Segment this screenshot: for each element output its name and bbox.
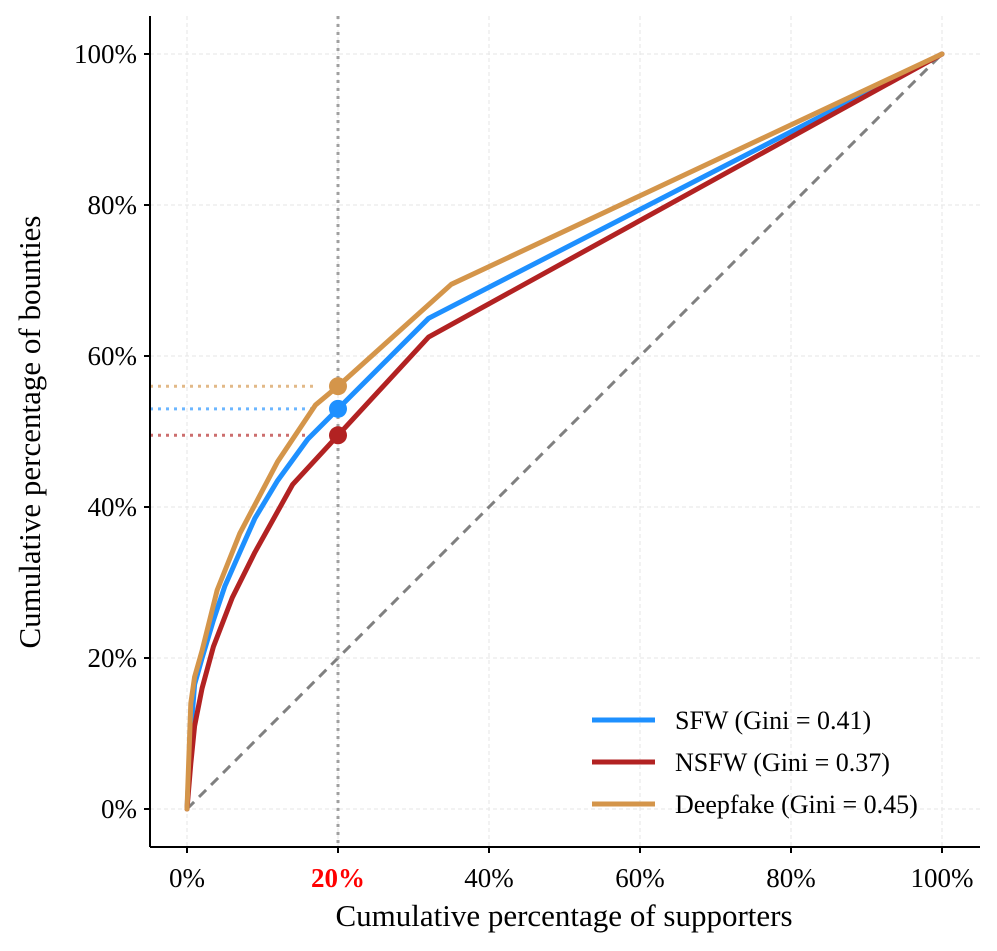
plot-area <box>150 16 945 847</box>
series-marker <box>329 377 347 396</box>
x-tick-label: 0% <box>169 863 205 893</box>
y-tick-label: 0% <box>101 794 137 824</box>
legend-label: SFW (Gini = 0.41) <box>675 706 871 735</box>
y-tick-label: 100% <box>74 39 137 69</box>
y-tick-label: 20% <box>88 643 138 673</box>
series-line <box>184 51 945 812</box>
x-tick-label: 40% <box>464 863 514 893</box>
legend-label: NSFW (Gini = 0.37) <box>675 748 890 777</box>
axes <box>144 16 980 853</box>
x-axis-label: Cumulative percentage of supporters <box>335 898 792 933</box>
y-axis-label: Cumulative percentage of bounties <box>12 215 47 648</box>
series-marker <box>329 426 347 445</box>
tick-labels: 0% 20% 40% 60% 80% 100% 0% 20% 40% 60% 80% 100% <box>74 39 974 893</box>
y-tick-label: 60% <box>88 341 138 371</box>
x-tick-label: 100% <box>911 863 974 893</box>
y-tick-label: 40% <box>88 492 138 522</box>
equality-line <box>185 52 944 811</box>
legend: SFW (Gini = 0.41) NSFW (Gini = 0.37) Deepf… <box>592 706 918 819</box>
legend-label: Deepfake (Gini = 0.45) <box>675 790 918 819</box>
series-line <box>184 51 945 812</box>
x-tick-label: 80% <box>766 863 816 893</box>
x-tick-label: 20% <box>311 863 365 893</box>
x-tick-label: 60% <box>615 863 665 893</box>
series-marker <box>329 399 347 418</box>
y-tick-label: 80% <box>88 190 138 220</box>
